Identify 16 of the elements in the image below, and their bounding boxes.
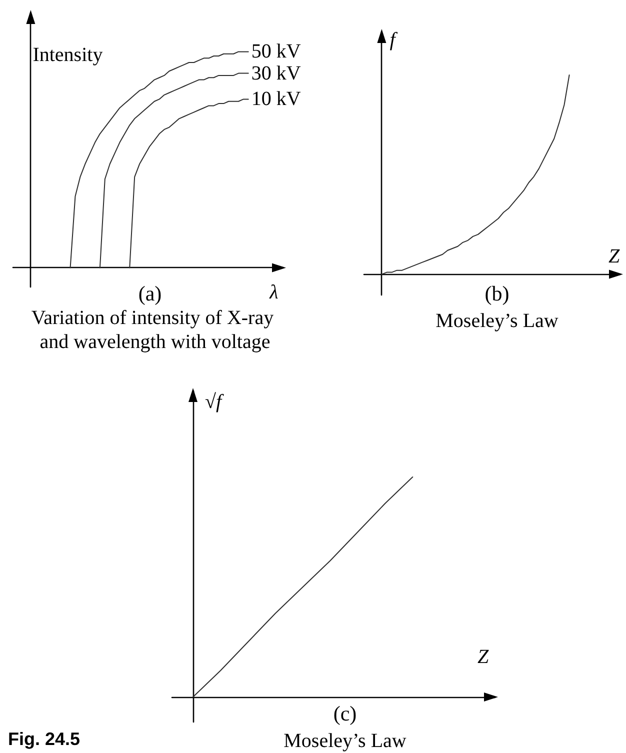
x-axis-title: Z [608, 245, 620, 268]
x-axis-title: Z [477, 646, 490, 668]
series-label: 30 kV [251, 62, 302, 84]
text: (a) [138, 282, 162, 306]
series-label: 50 kV [251, 40, 302, 63]
series-label: 10 kV [251, 88, 302, 110]
y-axis-title: f [390, 29, 398, 51]
y-axis-title: √f [205, 391, 224, 413]
text: (b) [484, 282, 510, 306]
text: (c) [333, 702, 357, 726]
y-axis-title: Intensity [32, 44, 103, 66]
x-axis-title: λ [268, 282, 279, 304]
text: Moseley’s Law [436, 310, 559, 332]
caption: Fig. 24.5 [8, 729, 80, 749]
text: Variation of intensity of X-ray and wavelength with voltage [31, 307, 279, 353]
text: Moseley’s Law [284, 730, 407, 752]
